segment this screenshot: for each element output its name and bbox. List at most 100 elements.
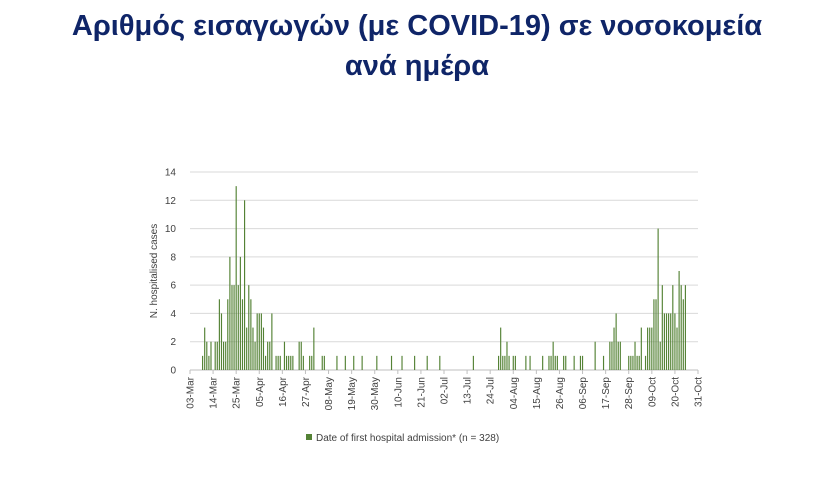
bar bbox=[632, 355, 634, 370]
y-tick-label: 0 bbox=[170, 366, 176, 377]
y-tick-label: 14 bbox=[165, 168, 177, 179]
x-tick-label: 08-May bbox=[324, 377, 335, 410]
bar bbox=[235, 186, 237, 370]
bar bbox=[498, 355, 500, 370]
bar bbox=[550, 355, 552, 370]
x-tick-label: 06-Sep bbox=[578, 377, 589, 410]
bar bbox=[439, 355, 441, 370]
x-tick-label: 31-Oct bbox=[694, 377, 705, 407]
legend-label: Date of first hospital admission* (n = 3… bbox=[316, 433, 499, 444]
x-tick-label: 09-Oct bbox=[647, 377, 658, 407]
bar bbox=[684, 285, 686, 370]
bar bbox=[506, 341, 508, 370]
bar bbox=[472, 355, 474, 370]
x-tick-label: 14-Mar bbox=[209, 376, 220, 408]
bar bbox=[628, 355, 630, 370]
y-tick-label: 2 bbox=[170, 337, 176, 348]
y-axis-title: N. hospitalised cases bbox=[149, 224, 160, 319]
x-tick-label: 04-Aug bbox=[509, 377, 520, 409]
bar bbox=[309, 355, 311, 370]
bar bbox=[285, 355, 288, 370]
x-tick-label: 21-Jun bbox=[416, 377, 427, 408]
bar bbox=[283, 341, 286, 370]
bar bbox=[619, 341, 621, 370]
bar bbox=[344, 355, 346, 370]
bar bbox=[661, 285, 663, 370]
bar bbox=[250, 299, 252, 370]
bar bbox=[258, 313, 260, 370]
bar bbox=[206, 341, 208, 370]
x-tick-label: 13-Jul bbox=[463, 377, 474, 404]
bar bbox=[311, 355, 313, 370]
bar bbox=[634, 341, 636, 370]
y-tick-label: 12 bbox=[165, 196, 177, 207]
bar bbox=[269, 341, 271, 370]
x-tick-label: 26-Aug bbox=[555, 377, 566, 409]
bar bbox=[262, 327, 265, 370]
bar bbox=[239, 256, 241, 370]
bar bbox=[644, 355, 647, 370]
slide-title-line-2: ανά ημέρα bbox=[344, 50, 490, 82]
bar bbox=[264, 355, 267, 370]
bar bbox=[579, 355, 582, 370]
bar bbox=[300, 341, 302, 370]
bar bbox=[636, 355, 638, 370]
slide-title-line-1: Αριθμός εισαγωγών (με COVID-19) σε νοσοκ… bbox=[71, 10, 763, 42]
bar bbox=[548, 355, 550, 370]
bar bbox=[554, 355, 556, 370]
x-tick-label: 05-Apr bbox=[255, 376, 266, 407]
bar bbox=[271, 313, 273, 370]
bar bbox=[275, 355, 277, 370]
bar bbox=[508, 355, 510, 370]
bar bbox=[573, 355, 575, 370]
bar bbox=[512, 355, 514, 370]
bar bbox=[565, 355, 567, 370]
bar bbox=[556, 355, 558, 370]
bar bbox=[218, 299, 220, 370]
bar bbox=[542, 355, 544, 370]
bar bbox=[233, 285, 235, 370]
bar bbox=[292, 355, 294, 370]
bar bbox=[208, 355, 210, 370]
bar bbox=[246, 327, 248, 370]
bar bbox=[676, 327, 678, 370]
x-tick-label: 15-Aug bbox=[532, 377, 543, 409]
bar bbox=[361, 355, 363, 370]
bar bbox=[552, 341, 554, 370]
bar bbox=[227, 299, 229, 370]
bar bbox=[611, 341, 613, 370]
bar bbox=[267, 341, 269, 370]
slide-title: Αριθμός εισαγωγών (με COVID-19) σε νοσοκ… bbox=[0, 6, 834, 86]
bar bbox=[670, 313, 672, 370]
x-tick-label: 19-May bbox=[347, 377, 358, 410]
bar bbox=[202, 355, 204, 370]
y-tick-label: 6 bbox=[170, 281, 176, 292]
bar bbox=[514, 355, 516, 370]
bar bbox=[426, 355, 428, 370]
bar bbox=[216, 341, 218, 370]
bar bbox=[353, 355, 355, 370]
bar bbox=[298, 341, 300, 370]
bar bbox=[647, 327, 649, 370]
bar bbox=[288, 355, 290, 370]
bar bbox=[244, 200, 246, 370]
bar bbox=[248, 285, 250, 370]
bar bbox=[594, 341, 596, 370]
x-tick-label: 27-Apr bbox=[301, 376, 312, 407]
x-tick-label: 03-Mar bbox=[186, 376, 197, 408]
x-tick-label: 02-Jul bbox=[440, 377, 451, 404]
bar bbox=[674, 313, 676, 370]
bar bbox=[678, 271, 680, 370]
bar bbox=[229, 256, 231, 370]
x-tick-label: 28-Sep bbox=[624, 377, 635, 410]
x-tick-label: 16-Apr bbox=[278, 376, 289, 407]
bar bbox=[313, 327, 315, 370]
bar bbox=[254, 341, 256, 370]
x-tick-label: 20-Oct bbox=[670, 377, 681, 407]
bar bbox=[220, 313, 223, 370]
bar bbox=[640, 327, 642, 370]
x-tick-label: 30-May bbox=[370, 377, 381, 410]
bar bbox=[302, 355, 304, 370]
